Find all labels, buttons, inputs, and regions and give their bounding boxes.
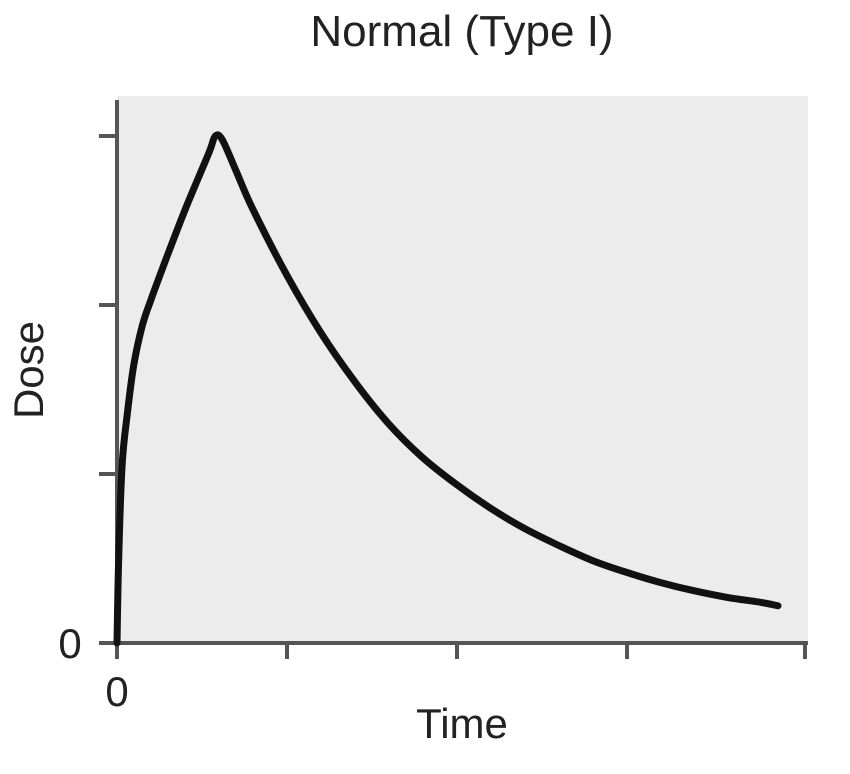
y-axis-label: Dose: [5, 321, 52, 419]
x-tick-label-0: 0: [105, 668, 128, 715]
series-group: [113, 131, 782, 647]
tick-labels: 00: [58, 620, 128, 715]
plot-area: [117, 96, 808, 643]
x-axis-label: Time: [416, 700, 508, 747]
y-tick-label-0: 0: [58, 620, 81, 667]
dose-curve-line: [113, 131, 782, 647]
chart-title: Normal (Type I): [310, 7, 613, 56]
